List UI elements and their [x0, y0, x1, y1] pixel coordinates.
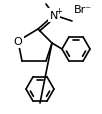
Text: N: N [50, 11, 58, 21]
Text: O: O [14, 37, 22, 47]
Text: Br⁻: Br⁻ [74, 5, 92, 15]
Text: +: + [56, 6, 62, 15]
